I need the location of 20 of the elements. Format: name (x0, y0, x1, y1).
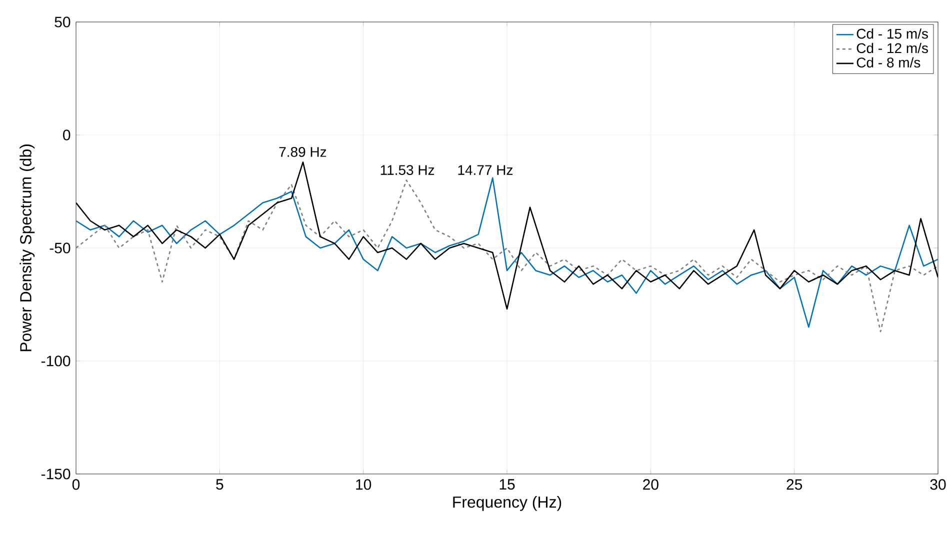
y-tick-label: 0 (63, 130, 70, 140)
x-tick-label: 15 (500, 479, 515, 490)
y-tick-label: -150 (41, 468, 70, 480)
x-tick-label: 30 (930, 479, 946, 490)
x-tick-label: 25 (786, 479, 802, 490)
y-axis-title: Power Density Spectrum (db) (20, 144, 35, 352)
legend-label: Cd - 12 m/s (856, 42, 928, 54)
y-tick-label: -50 (50, 242, 70, 254)
legend-label: Cd - 8 m/s (856, 57, 920, 68)
x-tick-label: 20 (643, 479, 658, 490)
x-tick-label: 0 (72, 479, 80, 490)
legend-label: Cd - 15 m/s (856, 28, 928, 39)
annotation: 7.89 Hz (279, 146, 326, 157)
x-tick-label: 5 (216, 479, 224, 490)
x-tick-label: 10 (356, 479, 372, 490)
annotation: 14.77 Hz (458, 165, 513, 175)
annotation: 11.53 Hz (380, 165, 434, 175)
y-tick-label: 50 (54, 16, 70, 28)
x-axis-title: Frequency (Hz) (453, 496, 562, 511)
y-tick-label: -100 (41, 356, 70, 366)
